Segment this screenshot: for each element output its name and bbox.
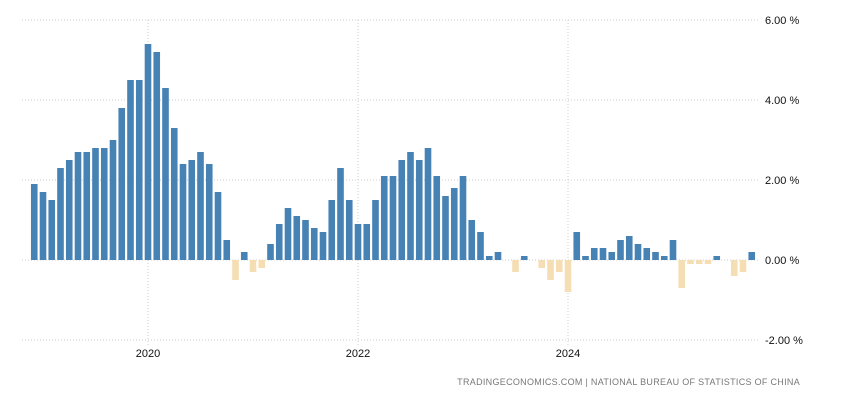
bar [144, 44, 152, 260]
bar [520, 256, 528, 260]
bar [240, 252, 248, 260]
bar [669, 240, 677, 260]
bar [459, 176, 467, 260]
bar [284, 208, 292, 260]
bar [739, 260, 747, 272]
bar [328, 200, 336, 260]
bar [695, 260, 703, 264]
bar [643, 248, 651, 260]
bar [704, 260, 712, 264]
bar [442, 196, 449, 260]
bar [547, 260, 554, 280]
source-credit: TRADINGECONOMICS.COM | NATIONAL BUREAU O… [457, 377, 800, 387]
bar [372, 200, 379, 260]
bar [83, 152, 91, 260]
bar [179, 164, 187, 260]
y-tick-label: -2.00 % [765, 335, 803, 347]
bar [564, 260, 572, 292]
bar [538, 260, 546, 268]
bar [748, 252, 756, 260]
y-axis: 6.00 % 4.00 % 2.00 % 0.00 % -2.00 % [765, 15, 803, 347]
bar [617, 240, 624, 260]
bar [415, 160, 423, 260]
bar [337, 168, 344, 260]
bar [687, 260, 694, 264]
bar [608, 252, 616, 260]
bar [494, 252, 502, 260]
bar [599, 248, 607, 260]
y-tick-label: 6.00 % [765, 15, 799, 27]
bar [205, 164, 213, 260]
x-tick-label: 2020 [136, 348, 160, 360]
bar [660, 256, 668, 260]
bar [109, 140, 117, 260]
bar [678, 260, 686, 288]
bar [100, 148, 108, 260]
bar [57, 168, 64, 260]
y-tick-label: 4.00 % [765, 95, 799, 107]
bar [249, 260, 257, 272]
bar [162, 88, 169, 260]
bar [118, 108, 126, 260]
bar [424, 148, 432, 260]
bars [30, 44, 756, 292]
bar [30, 184, 38, 260]
bar [477, 232, 484, 260]
bar [345, 200, 353, 260]
bar [39, 192, 47, 260]
bar [582, 256, 589, 260]
bar [354, 224, 362, 260]
bar [197, 152, 204, 260]
bar [127, 80, 134, 260]
x-tick-label: 2024 [556, 348, 580, 360]
bar [232, 260, 239, 280]
bar [433, 176, 441, 260]
bar [170, 128, 178, 260]
bar [450, 188, 458, 260]
bar [48, 200, 56, 260]
x-axis: 2020 2022 2024 [136, 348, 580, 360]
bar [188, 160, 196, 260]
bar [555, 260, 563, 272]
bar [590, 248, 598, 260]
bar [713, 256, 721, 260]
y-tick-label: 0.00 % [765, 255, 799, 267]
bar [293, 216, 301, 260]
bar [389, 176, 397, 260]
bar [625, 236, 633, 260]
bar [258, 260, 266, 268]
bar [275, 224, 283, 260]
bar [223, 240, 231, 260]
bar [319, 232, 327, 260]
bar [363, 224, 371, 260]
bar [380, 176, 388, 260]
bar [573, 232, 581, 260]
bar [634, 244, 642, 260]
bar [407, 152, 414, 260]
bar [302, 220, 309, 260]
bar [730, 260, 738, 276]
bar [485, 256, 493, 260]
bar [468, 220, 476, 260]
bar [153, 52, 161, 260]
bar [92, 148, 99, 260]
bar [135, 80, 143, 260]
bar [398, 160, 406, 260]
bar [65, 160, 73, 260]
bar [310, 228, 318, 260]
x-tick-label: 2022 [346, 348, 370, 360]
bar [214, 192, 222, 260]
bar [267, 244, 274, 260]
bar [512, 260, 519, 272]
bar [652, 252, 659, 260]
y-tick-label: 2.00 % [765, 175, 799, 187]
bar [74, 152, 82, 260]
